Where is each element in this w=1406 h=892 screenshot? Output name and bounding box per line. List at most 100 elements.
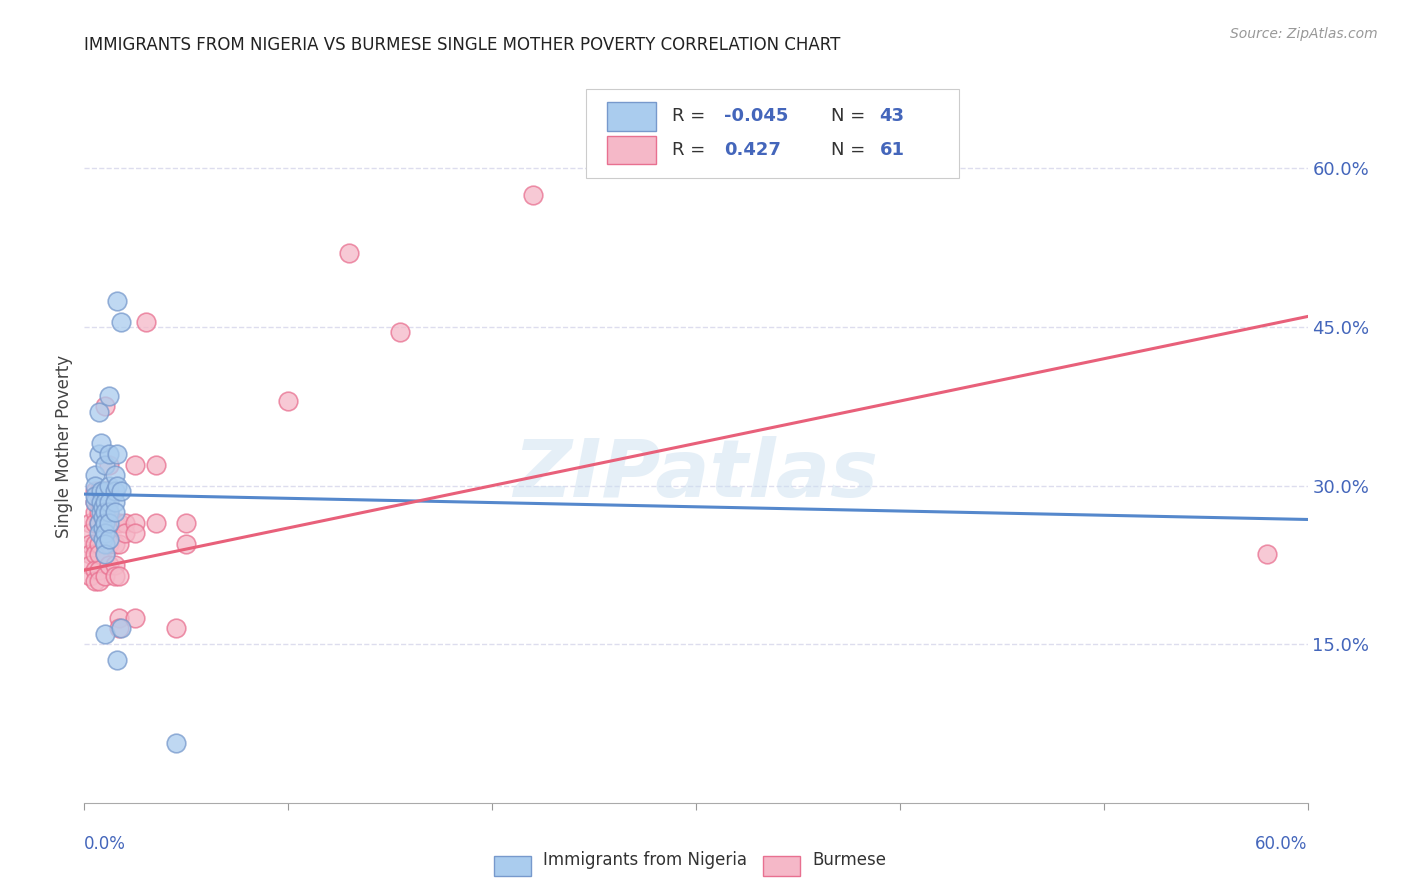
Point [90, 505, 112, 519]
Point [104, 516, 127, 530]
FancyBboxPatch shape [606, 136, 655, 164]
Point [114, 516, 136, 530]
Text: 0.0%: 0.0% [84, 835, 127, 853]
Point [104, 494, 127, 508]
Point [97, 516, 120, 530]
Point [389, 326, 412, 340]
Point [124, 526, 146, 541]
Point [104, 568, 127, 582]
Point [83, 537, 105, 551]
Point [97, 458, 120, 472]
Text: N =: N = [831, 107, 870, 125]
Point [145, 516, 167, 530]
Text: IMMIGRANTS FROM NIGERIA VS BURMESE SINGLE MOTHER POVERTY CORRELATION CHART: IMMIGRANTS FROM NIGERIA VS BURMESE SINGL… [84, 36, 841, 54]
Text: 60.0%: 60.0% [1256, 835, 1308, 853]
Point [114, 526, 136, 541]
Point [105, 478, 128, 492]
Point [97, 532, 120, 546]
Point [91, 532, 114, 546]
Text: -0.045: -0.045 [724, 107, 789, 125]
Point [93, 494, 117, 508]
Point [108, 611, 131, 625]
Point [104, 468, 127, 483]
Point [165, 621, 187, 635]
Point [93, 626, 117, 640]
Point [83, 494, 105, 508]
Text: ZIPatlas: ZIPatlas [513, 435, 879, 514]
Point [83, 468, 105, 483]
Point [83, 505, 105, 519]
Point [87, 516, 110, 530]
Point [83, 547, 105, 561]
Point [93, 505, 117, 519]
Point [83, 483, 105, 498]
Point [90, 483, 112, 498]
Text: R =: R = [672, 107, 710, 125]
Point [135, 315, 157, 329]
Point [124, 458, 146, 472]
FancyBboxPatch shape [494, 856, 531, 876]
Point [104, 558, 127, 572]
Point [87, 574, 110, 588]
Point [105, 293, 128, 308]
FancyBboxPatch shape [763, 856, 800, 876]
Point [93, 568, 117, 582]
Point [110, 483, 132, 498]
Text: R =: R = [672, 141, 716, 159]
Point [105, 447, 128, 461]
Point [93, 458, 117, 472]
Point [97, 505, 120, 519]
Text: N =: N = [831, 141, 870, 159]
Point [108, 621, 131, 635]
Point [93, 547, 117, 561]
Point [110, 621, 132, 635]
Text: Immigrants from Nigeria: Immigrants from Nigeria [543, 851, 747, 869]
Point [93, 516, 117, 530]
Point [91, 510, 114, 524]
Point [105, 653, 128, 667]
Point [93, 483, 117, 498]
Point [176, 516, 198, 530]
Point [87, 494, 110, 508]
Point [83, 563, 105, 577]
Text: 61: 61 [880, 141, 904, 159]
Point [339, 246, 361, 260]
Point [87, 537, 110, 551]
Point [124, 516, 146, 530]
Point [83, 516, 105, 530]
Point [108, 516, 131, 530]
Point [97, 558, 120, 572]
Text: 0.427: 0.427 [724, 141, 780, 159]
Point [97, 478, 120, 492]
Point [79, 568, 101, 582]
Point [97, 483, 120, 498]
Point [97, 447, 120, 461]
Point [97, 537, 120, 551]
Text: Source: ZipAtlas.com: Source: ZipAtlas.com [1230, 27, 1378, 41]
Point [83, 489, 105, 503]
Point [97, 516, 120, 530]
Point [83, 574, 105, 588]
Point [79, 558, 101, 572]
Point [87, 483, 110, 498]
Point [90, 494, 112, 508]
FancyBboxPatch shape [606, 102, 655, 130]
Point [87, 505, 110, 519]
Y-axis label: Single Mother Poverty: Single Mother Poverty [55, 354, 73, 538]
Point [110, 315, 132, 329]
Point [79, 516, 101, 530]
Point [91, 521, 114, 535]
Point [79, 547, 101, 561]
Point [87, 547, 110, 561]
Point [522, 188, 544, 202]
Point [124, 611, 146, 625]
Point [93, 516, 117, 530]
Point [97, 389, 120, 403]
Point [277, 394, 299, 409]
Point [108, 537, 131, 551]
Text: 43: 43 [880, 107, 904, 125]
Point [104, 505, 127, 519]
Point [93, 400, 117, 414]
FancyBboxPatch shape [586, 89, 959, 178]
Point [93, 547, 117, 561]
